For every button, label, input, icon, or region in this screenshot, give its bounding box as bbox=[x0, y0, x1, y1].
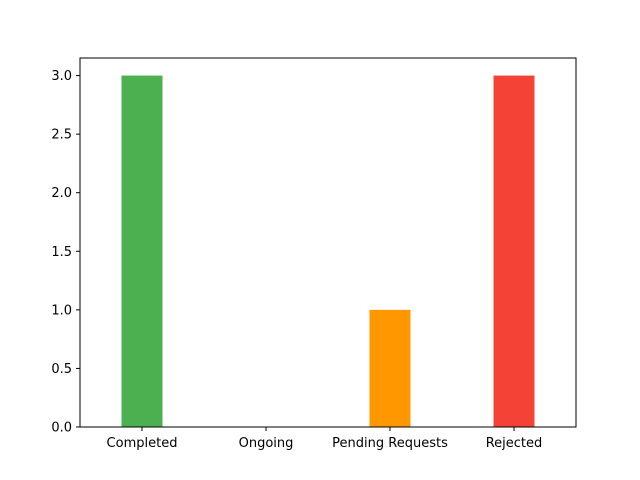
y-tick-label: 2.0 bbox=[51, 186, 72, 201]
bars-layer bbox=[121, 75, 535, 427]
x-tick-label: Pending Requests bbox=[332, 436, 448, 451]
y-axis: 0.0 0.5 1.0 1.5 2.0 2.5 3.0 bbox=[51, 69, 80, 436]
y-tick-label: 1.0 bbox=[51, 303, 72, 318]
bar-pending-requests bbox=[369, 309, 411, 427]
y-tick-label: 3.0 bbox=[51, 69, 72, 84]
x-tick-label: Ongoing bbox=[239, 436, 294, 451]
bar-rejected bbox=[493, 75, 535, 427]
x-axis: Completed Ongoing Pending Requests Rejected bbox=[107, 427, 543, 451]
y-tick-label: 0.5 bbox=[51, 362, 72, 377]
x-tick-label: Completed bbox=[107, 436, 178, 451]
y-tick-label: 0.0 bbox=[51, 421, 72, 436]
plot-frame bbox=[79, 57, 577, 428]
x-tick-label: Rejected bbox=[486, 436, 543, 451]
y-tick-label: 1.5 bbox=[51, 245, 72, 260]
y-tick-label: 2.5 bbox=[51, 128, 72, 143]
bar-completed bbox=[121, 75, 163, 427]
